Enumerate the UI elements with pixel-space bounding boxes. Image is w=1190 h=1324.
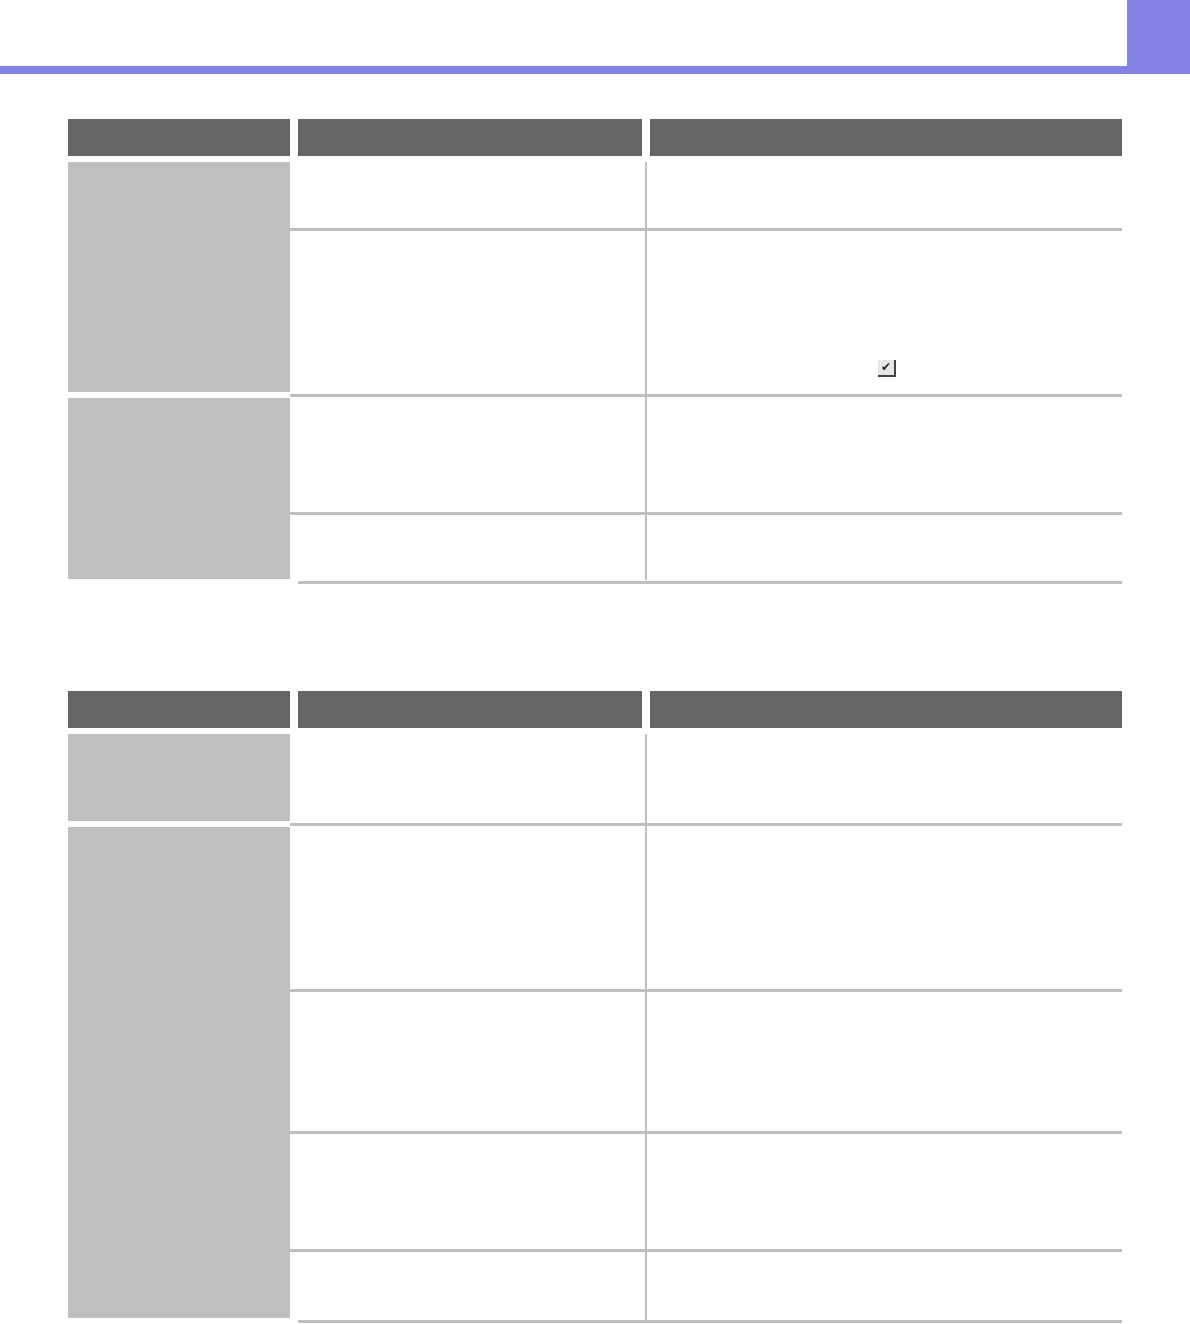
row-divider (290, 1249, 1122, 1252)
row-divider (298, 581, 1122, 584)
table-header-col1 (68, 691, 290, 728)
group-cell (68, 734, 290, 821)
table-header-col3 (650, 691, 1122, 728)
row-divider (290, 512, 1122, 515)
table-header-col2 (298, 691, 642, 728)
row-divider (290, 823, 1122, 826)
group-cell (68, 827, 290, 1318)
group-cell (68, 162, 290, 392)
checkmark-icon: ✔ (878, 360, 896, 377)
column-divider (645, 734, 647, 1320)
column-divider (645, 162, 647, 580)
row-divider (290, 989, 1122, 992)
row-divider (290, 1131, 1122, 1134)
row-divider (290, 228, 1122, 231)
table-header-col2 (298, 119, 642, 156)
table-header-col3 (650, 119, 1122, 156)
row-divider (298, 1320, 1122, 1323)
table-header-col1 (68, 119, 290, 156)
group-cell (68, 398, 290, 579)
chapter-tab (1127, 0, 1190, 74)
row-divider (290, 394, 1122, 397)
header-accent-bar (0, 66, 1127, 74)
